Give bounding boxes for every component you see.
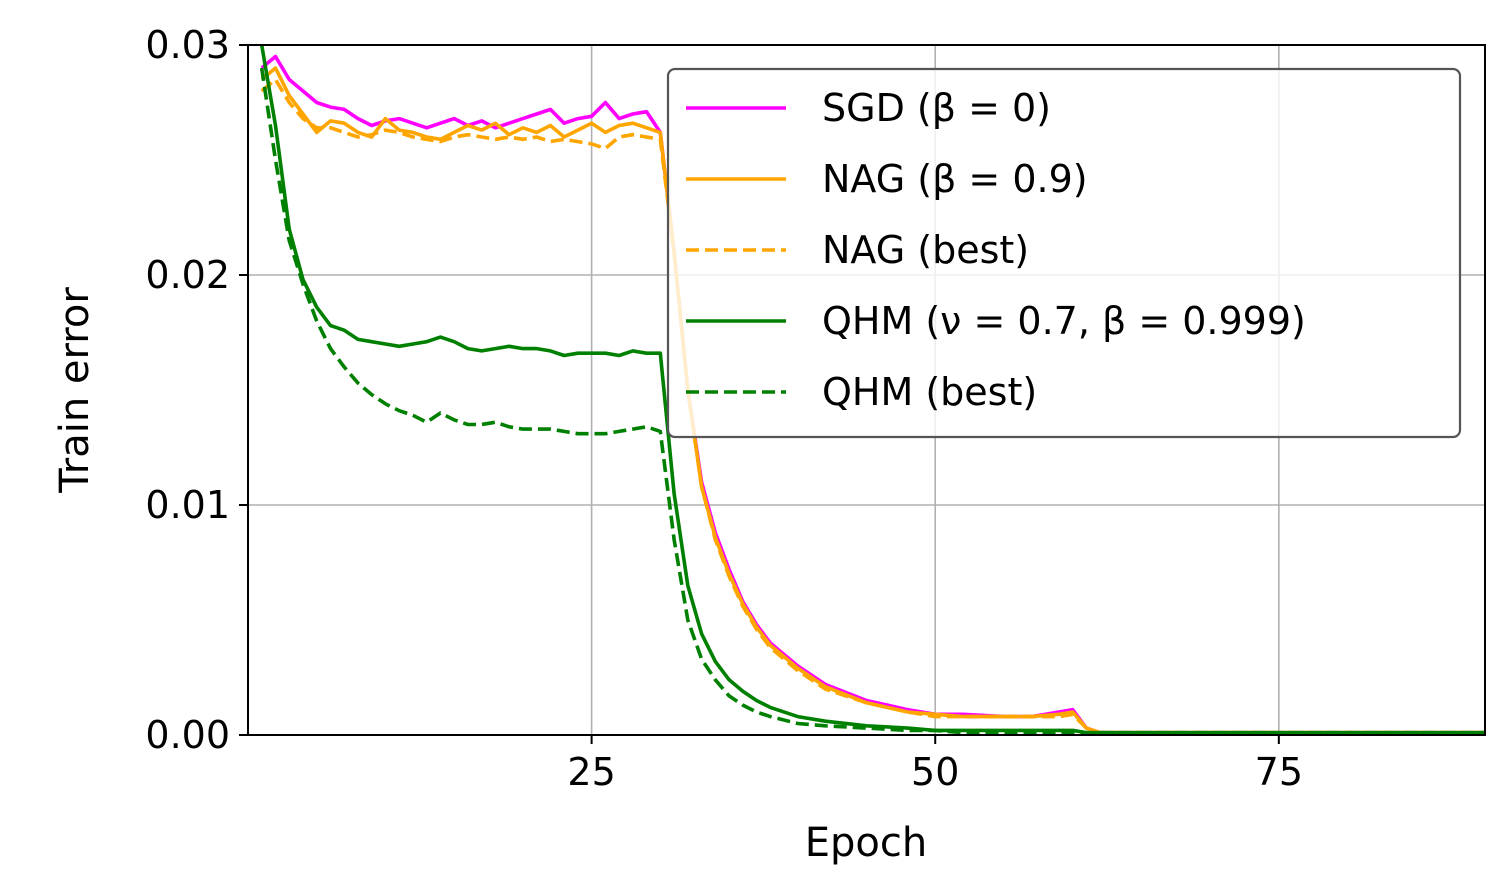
y-tick-label: 0.02: [145, 253, 230, 297]
x-tick-label: 50: [911, 750, 959, 794]
plot-frame: [247, 44, 1486, 736]
x-tick-label: 25: [567, 750, 615, 794]
legend-label: NAG (best): [822, 228, 1029, 272]
axis-ticks: 25 50 75 0.00 0.01 0.02 0.03: [145, 23, 1303, 794]
legend-box: [666, 67, 1462, 439]
legend: SGD (β = 0) NAG (β = 0.9) NAG (best) QHM (ν…: [666, 67, 1462, 439]
series-group: [259, 45, 1485, 735]
x-axis-label: Epoch: [805, 820, 927, 866]
legend-label: QHM (ν = 0.7, β = 0.999): [822, 299, 1306, 343]
y-tick-label: 0.03: [145, 23, 230, 67]
series-line-3: [260, 77, 1485, 735]
y-tick-label: 0.00: [145, 713, 230, 757]
series-line-2: [260, 66, 1485, 735]
series-line-4: [259, 45, 1485, 735]
legend-label: NAG (β = 0.9): [822, 157, 1088, 201]
x-tick-label: 75: [1255, 750, 1303, 794]
series-line-5: [259, 67, 1485, 735]
y-axis-label: Train error: [52, 287, 98, 494]
y-tick-label: 0.01: [145, 483, 230, 527]
legend-label: QHM (best): [822, 370, 1037, 414]
legend-label: SGD (β = 0): [822, 86, 1051, 130]
